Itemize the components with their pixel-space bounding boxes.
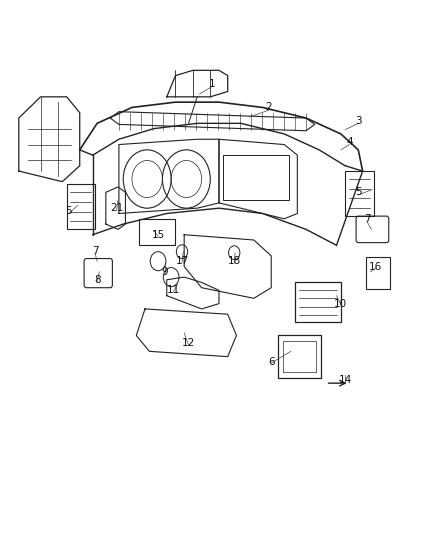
Text: 21: 21 xyxy=(110,203,124,213)
Text: 6: 6 xyxy=(268,357,275,367)
Text: 14: 14 xyxy=(339,375,352,385)
Text: 18: 18 xyxy=(228,256,241,266)
Text: 2: 2 xyxy=(266,102,272,112)
Text: 7: 7 xyxy=(364,214,370,224)
Text: 9: 9 xyxy=(161,267,168,277)
Text: 5: 5 xyxy=(355,187,362,197)
Text: 16: 16 xyxy=(369,262,382,271)
Text: 12: 12 xyxy=(182,338,195,349)
Text: 5: 5 xyxy=(66,206,72,216)
Text: 17: 17 xyxy=(175,256,189,266)
Text: 7: 7 xyxy=(92,246,98,256)
Text: 4: 4 xyxy=(346,137,353,147)
Text: 3: 3 xyxy=(355,116,362,126)
Text: 10: 10 xyxy=(334,298,347,309)
Text: 8: 8 xyxy=(94,274,100,285)
Text: 15: 15 xyxy=(152,230,165,240)
Text: 11: 11 xyxy=(167,285,180,295)
Text: 1: 1 xyxy=(209,78,216,88)
